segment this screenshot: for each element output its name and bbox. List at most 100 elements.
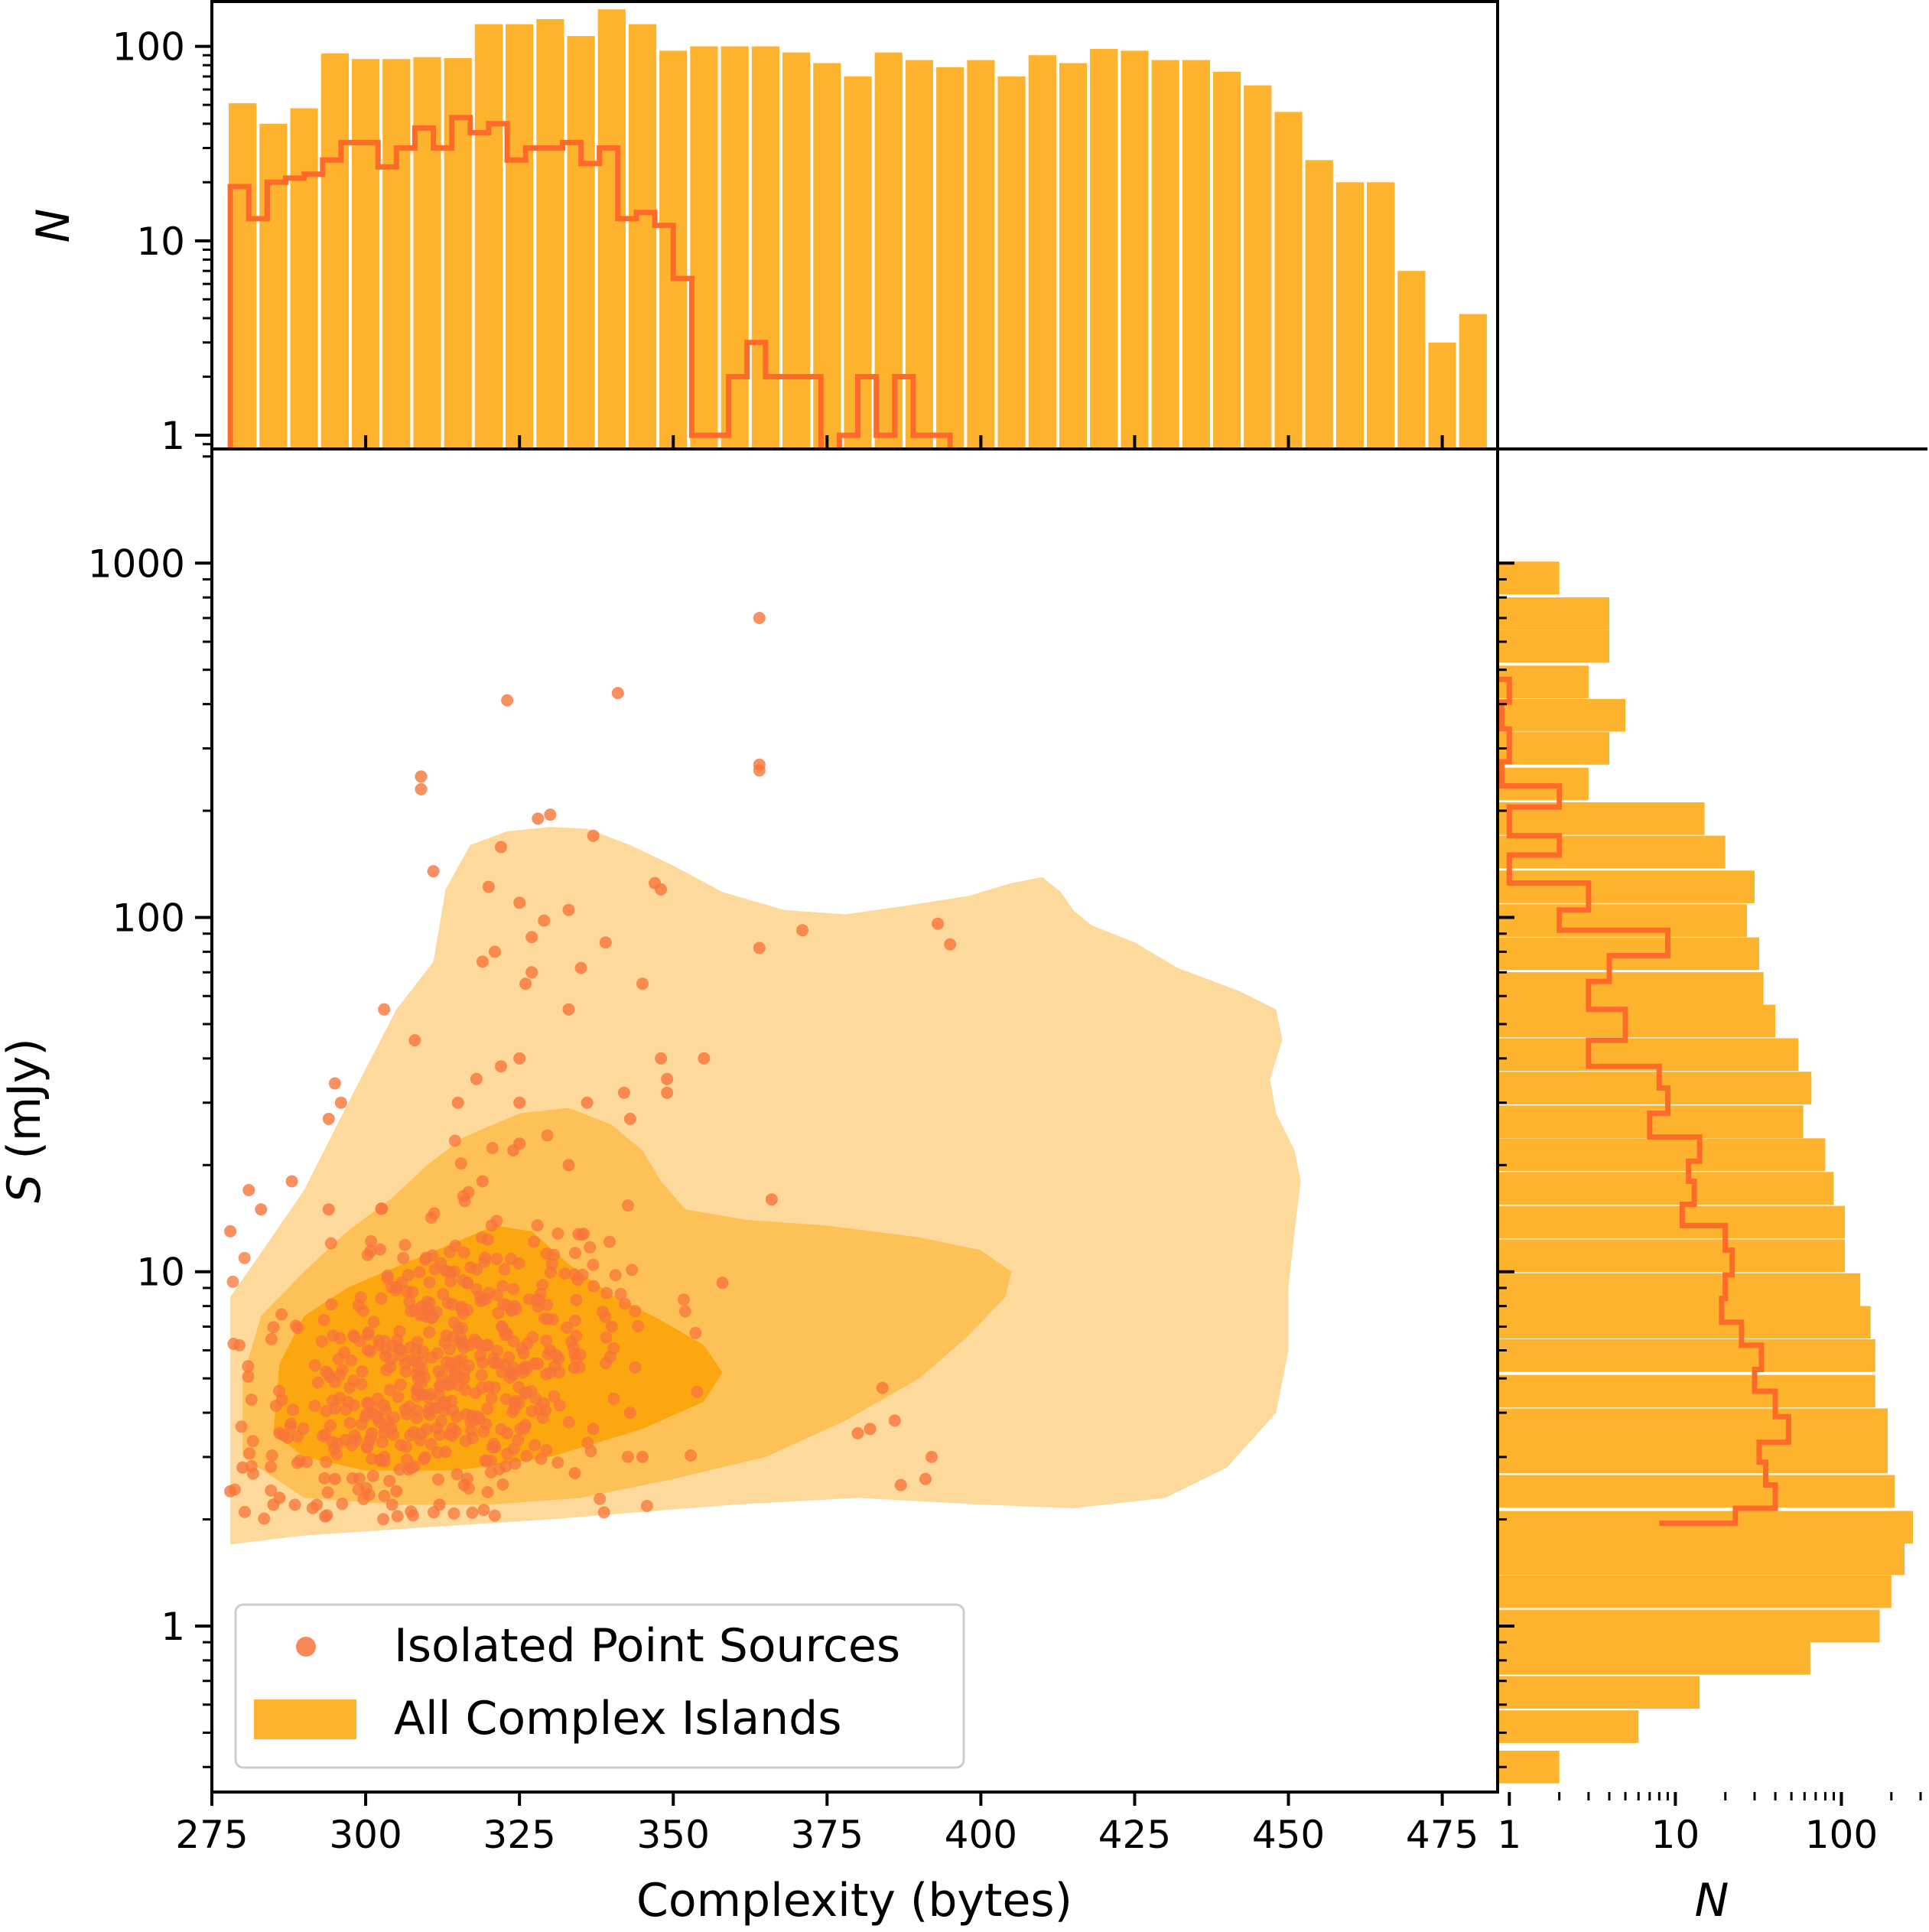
scatter-point xyxy=(392,1390,405,1403)
scatter-point xyxy=(501,694,514,707)
top-histogram-bar xyxy=(967,60,995,449)
scatter-point xyxy=(513,896,526,909)
scatter-point xyxy=(342,1395,355,1408)
scatter-point xyxy=(851,1426,864,1439)
scatter-point xyxy=(509,1303,522,1316)
right-histogram-bar xyxy=(1498,1609,1880,1643)
scatter-point xyxy=(408,1034,421,1047)
scatter-point xyxy=(422,1406,435,1419)
scatter-point xyxy=(468,1413,481,1426)
scatter-point xyxy=(446,1298,459,1311)
scatter-point xyxy=(322,1368,335,1381)
right-x-tick-label: 100 xyxy=(1805,1813,1878,1857)
scatter-point xyxy=(499,1460,512,1473)
scatter-point xyxy=(265,1484,278,1497)
scatter-point xyxy=(636,1450,649,1463)
scatter-point xyxy=(393,1325,406,1338)
scatter-point xyxy=(242,1360,255,1373)
scatter-point xyxy=(415,782,428,795)
scatter-point xyxy=(398,1238,411,1251)
scatter-point xyxy=(322,1112,335,1125)
scatter-point xyxy=(482,1233,494,1246)
scatter-point xyxy=(226,1275,239,1288)
scatter-point xyxy=(281,1431,294,1444)
top-histogram-bar xyxy=(1059,63,1088,449)
scatter-point xyxy=(544,1266,557,1279)
top-histogram-bar xyxy=(1305,160,1333,449)
scatter-point xyxy=(603,1235,616,1248)
scatter-point xyxy=(364,1406,377,1419)
scatter-point xyxy=(513,1052,526,1065)
scatter-point xyxy=(562,903,575,916)
scatter-point xyxy=(391,1510,404,1523)
top-step-histogram xyxy=(227,115,953,449)
scatter-point xyxy=(691,1385,704,1398)
scatter-point xyxy=(324,1237,337,1250)
scatter-point xyxy=(328,1472,341,1485)
top-histogram-bar xyxy=(352,59,380,449)
scatter-point xyxy=(523,1293,535,1306)
scatter-point xyxy=(765,1193,778,1206)
right-histogram-panel: 1 10 100 N xyxy=(1496,447,1927,1927)
scatter-point xyxy=(376,1436,389,1449)
scatter-point xyxy=(611,687,624,700)
scatter-point xyxy=(415,770,428,783)
scatter-point xyxy=(525,966,538,979)
right-histogram-bar xyxy=(1498,1239,1845,1273)
scatter-point xyxy=(570,1293,583,1306)
top-histogram-bar xyxy=(905,60,933,449)
scatter-point xyxy=(568,1467,581,1480)
scatter-point xyxy=(432,1473,444,1486)
main-x-tick-label: 475 xyxy=(1406,1813,1478,1857)
scatter-point xyxy=(796,924,809,937)
scatter-point xyxy=(455,1303,468,1316)
right-histogram-bar xyxy=(1498,835,1726,869)
scatter-point xyxy=(363,1488,376,1501)
scatter-point xyxy=(501,1447,514,1460)
scatter-point xyxy=(385,1422,398,1435)
scatter-point xyxy=(597,1506,610,1519)
scatter-point xyxy=(327,1329,340,1342)
scatter-point xyxy=(622,1199,634,1212)
scatter-point xyxy=(531,1219,544,1232)
main-x-tick-label: 450 xyxy=(1252,1813,1325,1857)
scatter-point xyxy=(753,612,766,624)
top-histogram-bar xyxy=(536,19,564,449)
scatter-point xyxy=(385,1498,398,1511)
scatter-point xyxy=(353,1335,366,1348)
scatter-point xyxy=(605,1320,618,1333)
scatter-point xyxy=(289,1319,302,1332)
scatter-point xyxy=(482,880,495,893)
top-histogram-bar xyxy=(444,58,472,449)
scatter-point xyxy=(477,1293,490,1306)
scatter-point xyxy=(476,955,489,968)
right-histogram-bar xyxy=(1498,1542,1905,1576)
right-y-axis-ticks xyxy=(1498,561,1514,1768)
scatter-point xyxy=(420,1251,432,1264)
scatter-point xyxy=(525,1405,538,1417)
scatter-point xyxy=(481,1486,494,1498)
scatter-point xyxy=(498,1358,511,1371)
main-y-axis-ticks: 1 10 100 1000 xyxy=(88,455,212,1768)
scatter-point xyxy=(324,1419,337,1432)
scatter-point xyxy=(287,1403,299,1416)
scatter-point xyxy=(685,1449,698,1462)
scatter-point xyxy=(390,1485,403,1498)
scatter-point xyxy=(291,1430,304,1443)
scatter-point xyxy=(562,1159,575,1172)
scatter-point xyxy=(462,1482,475,1495)
scatter-point xyxy=(558,1267,571,1280)
scatter-point xyxy=(407,1509,419,1522)
top-histogram-bar xyxy=(997,76,1026,449)
scatter-point xyxy=(326,1436,339,1449)
scatter-point xyxy=(629,1305,642,1318)
scatter-point xyxy=(428,1506,441,1519)
scatter-point xyxy=(238,1251,251,1264)
scatter-point xyxy=(338,1346,350,1359)
legend-label-scatter: Isolated Point Sources xyxy=(394,1619,900,1673)
right-histogram-bar xyxy=(1498,698,1625,732)
top-histogram-bar xyxy=(259,123,288,449)
scatter-point xyxy=(548,1390,561,1403)
scatter-point xyxy=(423,1276,436,1289)
scatter-point xyxy=(320,1456,333,1469)
